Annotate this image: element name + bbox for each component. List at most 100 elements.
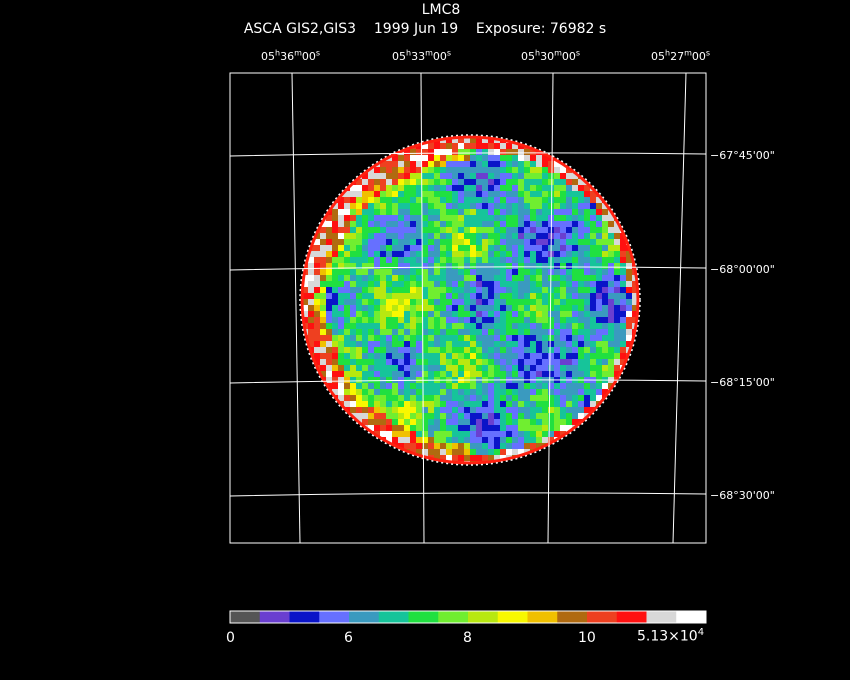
intensity-pixel: [566, 341, 572, 347]
intensity-pixel: [422, 371, 428, 377]
intensity-pixel: [542, 239, 548, 245]
colorbar-swatch: [289, 611, 320, 623]
intensity-pixel: [428, 245, 434, 251]
intensity-pixel: [542, 281, 548, 287]
intensity-pixel: [554, 419, 560, 425]
intensity-pixel: [356, 335, 362, 341]
intensity-pixel: [596, 257, 602, 263]
intensity-pixel: [308, 251, 314, 257]
intensity-pixel: [362, 275, 368, 281]
intensity-pixel: [536, 173, 542, 179]
intensity-pixel: [338, 257, 344, 263]
intensity-pixel: [380, 233, 386, 239]
intensity-pixel: [464, 323, 470, 329]
intensity-pixel: [524, 149, 530, 155]
intensity-pixel: [572, 233, 578, 239]
intensity-pixel: [458, 149, 464, 155]
intensity-pixel: [608, 281, 614, 287]
intensity-pixel: [350, 365, 356, 371]
intensity-pixel: [320, 329, 326, 335]
intensity-pixel: [470, 269, 476, 275]
intensity-pixel: [446, 179, 452, 185]
intensity-pixel: [608, 299, 614, 305]
intensity-pixel: [482, 401, 488, 407]
intensity-pixel: [308, 305, 314, 311]
intensity-pixel: [410, 335, 416, 341]
intensity-pixel: [632, 359, 638, 365]
intensity-pixel: [350, 401, 356, 407]
intensity-pixel: [494, 245, 500, 251]
intensity-pixel: [590, 323, 596, 329]
intensity-pixel: [464, 359, 470, 365]
intensity-pixel: [506, 197, 512, 203]
intensity-pixel: [518, 263, 524, 269]
intensity-pixel: [608, 395, 614, 401]
intensity-pixel: [386, 173, 392, 179]
intensity-pixel: [428, 215, 434, 221]
intensity-pixel: [488, 293, 494, 299]
intensity-pixel: [542, 365, 548, 371]
intensity-pixel: [350, 305, 356, 311]
intensity-pixel: [464, 293, 470, 299]
intensity-pixel: [380, 191, 386, 197]
intensity-pixel: [452, 353, 458, 359]
intensity-pixel: [338, 245, 344, 251]
intensity-pixel: [584, 281, 590, 287]
intensity-pixel: [482, 287, 488, 293]
intensity-pixel: [428, 299, 434, 305]
intensity-pixel: [548, 407, 554, 413]
intensity-pixel: [554, 323, 560, 329]
intensity-pixel: [356, 287, 362, 293]
intensity-pixel: [428, 335, 434, 341]
intensity-pixel: [392, 401, 398, 407]
intensity-pixel: [458, 137, 464, 143]
intensity-pixel: [566, 353, 572, 359]
intensity-pixel: [560, 311, 566, 317]
dec-gridline: [230, 266, 706, 271]
intensity-pixel: [476, 209, 482, 215]
intensity-pixel: [452, 371, 458, 377]
intensity-pixel: [356, 227, 362, 233]
intensity-pixel: [362, 293, 368, 299]
intensity-pixel: [410, 401, 416, 407]
intensity-pixel: [530, 359, 536, 365]
intensity-pixel: [578, 395, 584, 401]
intensity-pixel: [620, 245, 626, 251]
intensity-pixel: [494, 371, 500, 377]
intensity-pixel: [542, 173, 548, 179]
intensity-pixel: [578, 275, 584, 281]
intensity-pixel: [458, 437, 464, 443]
intensity-pixel: [332, 347, 338, 353]
ra-label: 05h30m00s: [521, 48, 581, 63]
intensity-pixel: [542, 449, 548, 455]
intensity-pixel: [428, 251, 434, 257]
intensity-pixel: [386, 431, 392, 437]
intensity-pixel: [584, 329, 590, 335]
intensity-pixel: [494, 449, 500, 455]
intensity-pixel: [404, 425, 410, 431]
intensity-pixel: [470, 443, 476, 449]
intensity-pixel: [584, 347, 590, 353]
intensity-pixel: [416, 329, 422, 335]
intensity-pixel: [404, 197, 410, 203]
intensity-pixel: [332, 383, 338, 389]
intensity-pixel: [464, 389, 470, 395]
intensity-pixel: [374, 419, 380, 425]
intensity-pixel: [578, 311, 584, 317]
intensity-pixel: [590, 311, 596, 317]
intensity-pixel: [506, 395, 512, 401]
intensity-pixel: [572, 431, 578, 437]
intensity-pixel: [410, 191, 416, 197]
intensity-pixel: [356, 413, 362, 419]
intensity-pixel: [500, 287, 506, 293]
intensity-pixel: [524, 431, 530, 437]
intensity-pixel: [434, 305, 440, 311]
intensity-pixel: [434, 245, 440, 251]
intensity-pixel: [344, 191, 350, 197]
intensity-pixel: [500, 251, 506, 257]
intensity-pixel: [404, 335, 410, 341]
intensity-pixel: [494, 455, 500, 461]
intensity-pixel: [434, 365, 440, 371]
intensity-pixel: [314, 299, 320, 305]
intensity-pixel: [548, 425, 554, 431]
